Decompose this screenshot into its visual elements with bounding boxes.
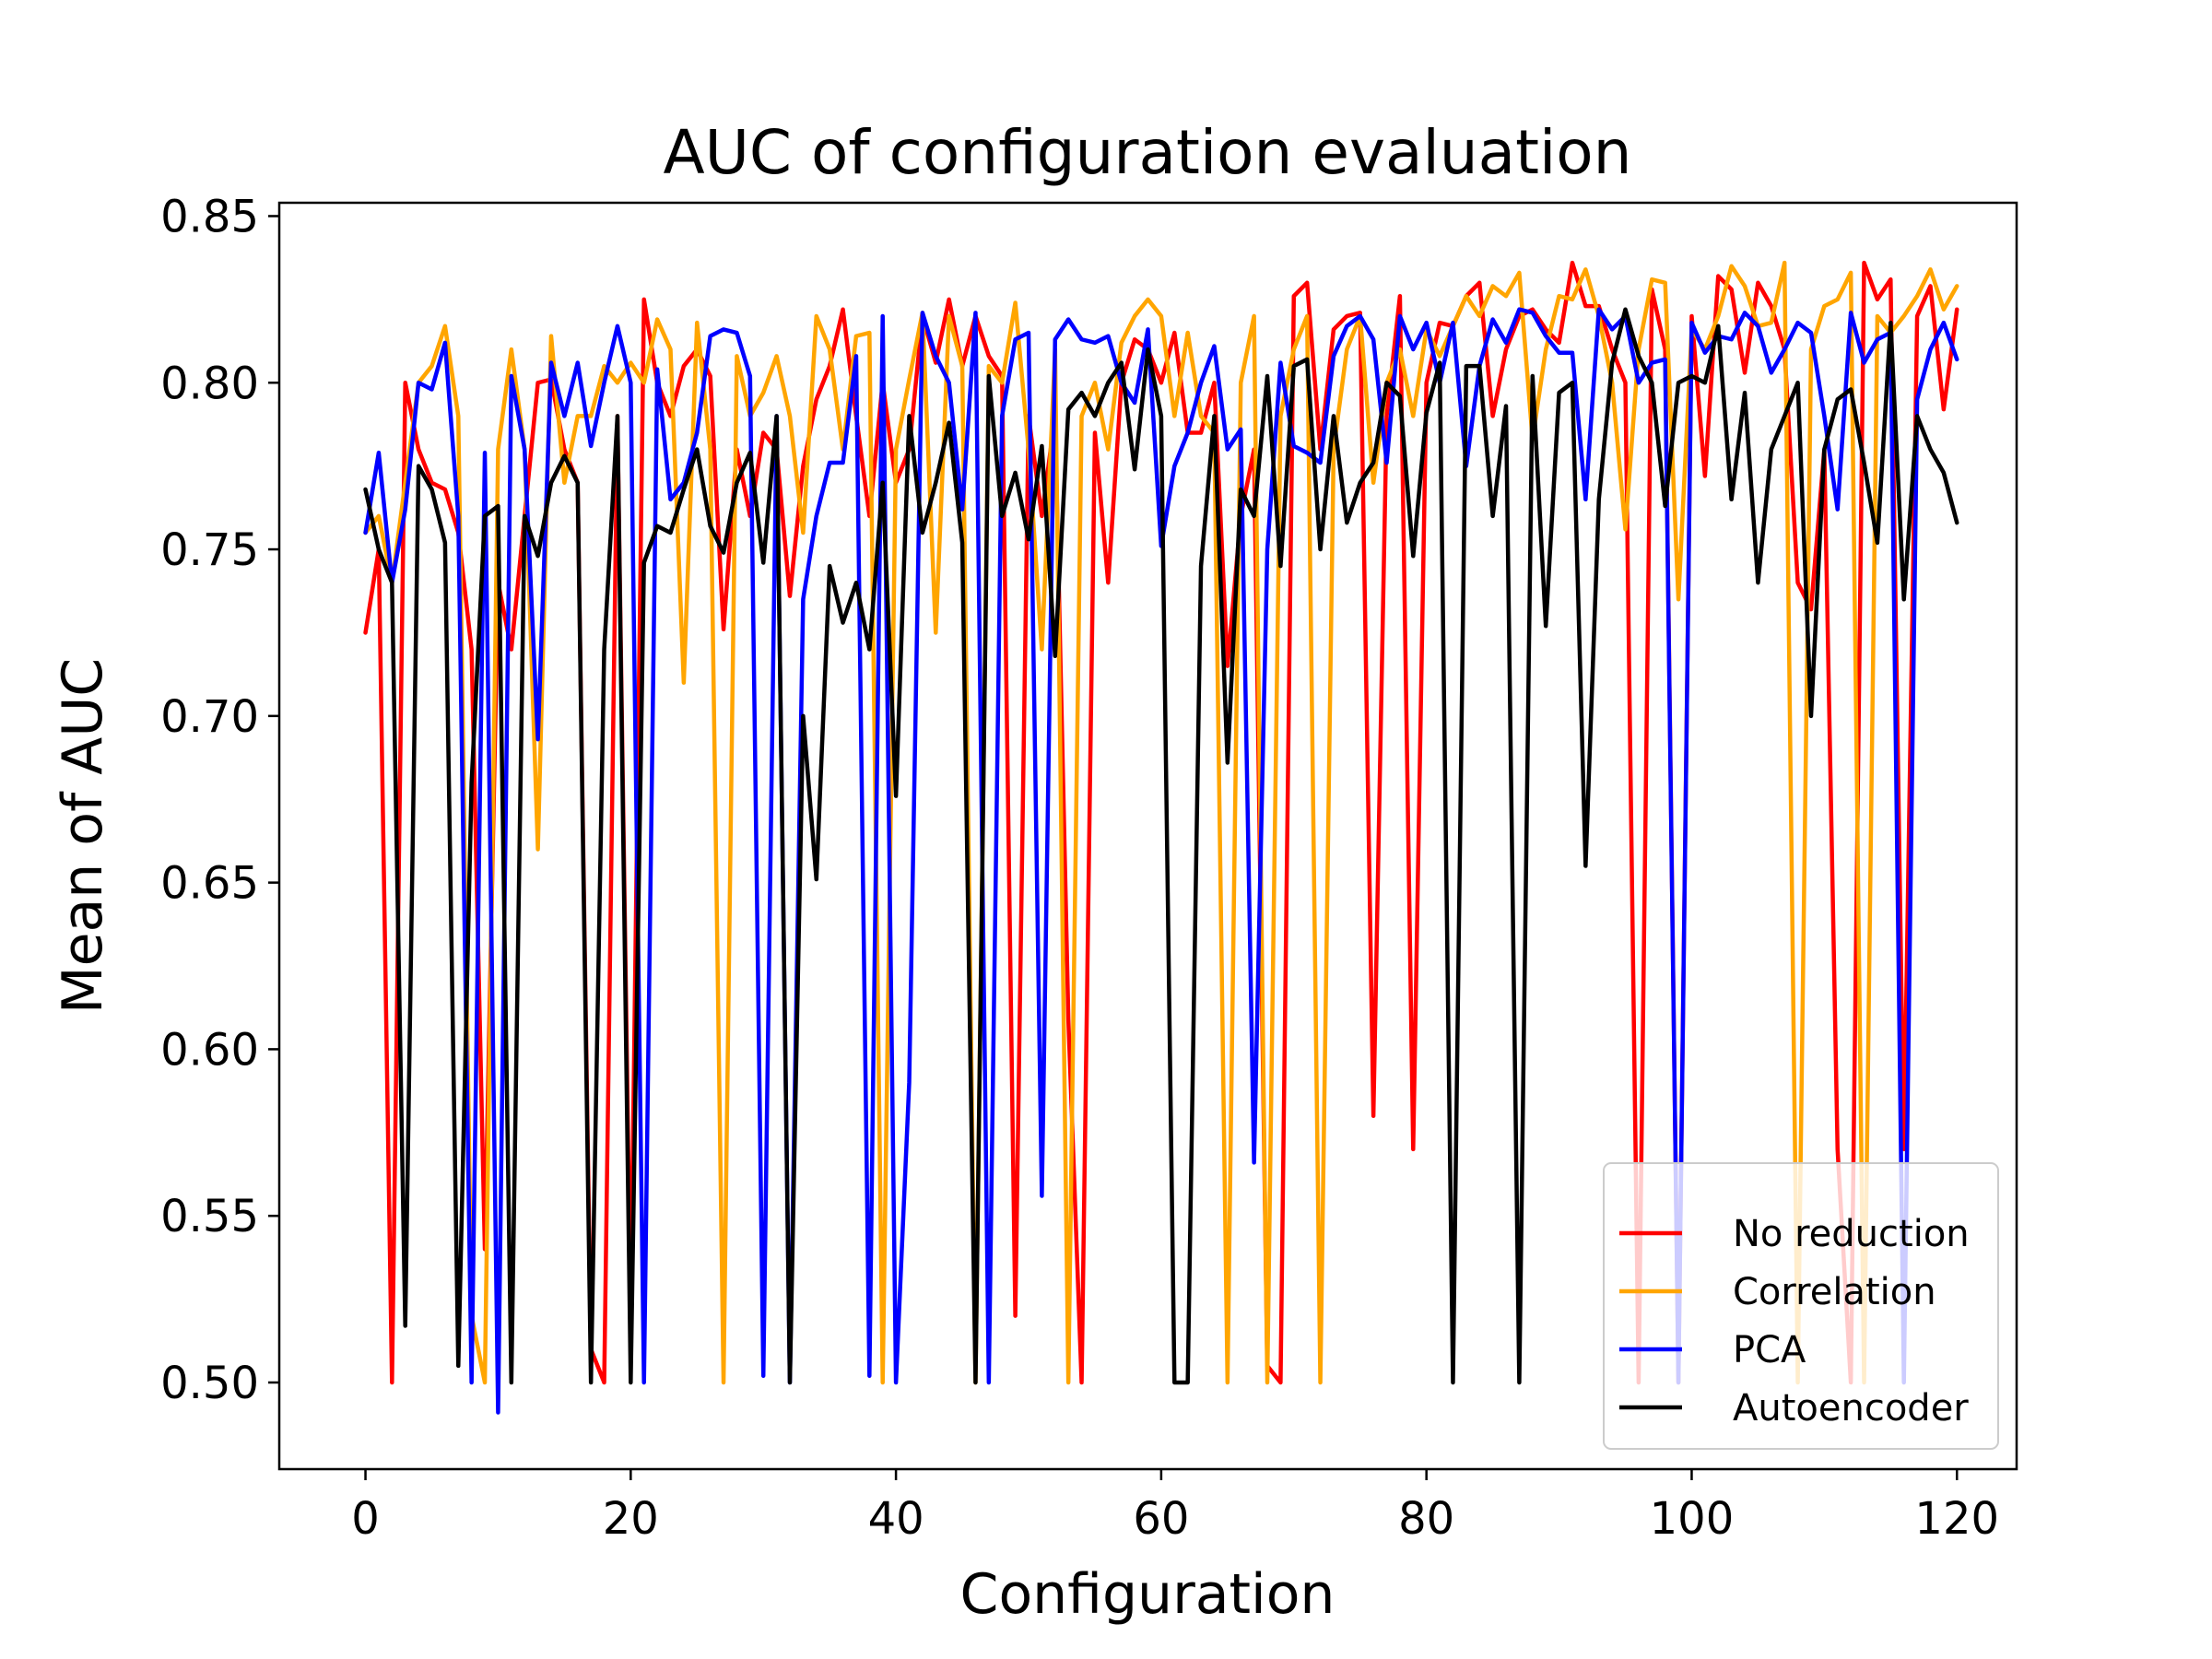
legend-box [1603,1162,1999,1450]
y-tick-label: 0.50 [160,1358,259,1409]
y-tick-label: 0.75 [160,524,259,576]
y-axis-label: Mean of AUC [51,658,115,1014]
x-tick-label: 120 [1914,1493,1999,1545]
x-axis-label: Configuration [960,1562,1335,1627]
legend-label: PCA [1733,1329,1806,1371]
series-line-autoencoder [363,307,1959,1385]
x-axis-ticks: 0 20 40 60 80 100 120 [351,1469,1999,1545]
x-tick-label: 0 [351,1493,380,1545]
series-layer [363,260,1959,1415]
x-tick-label: 60 [1133,1493,1189,1545]
x-tick-label: 40 [868,1493,924,1545]
y-tick-label: 0.85 [160,191,259,242]
y-tick-label: 0.65 [160,858,259,910]
x-tick-label: 100 [1650,1493,1735,1545]
legend: No reduction Correlation PCA Autoencoder [1603,1162,1999,1450]
y-tick-label: 0.60 [160,1024,259,1076]
legend-label: Autoencoder [1733,1387,1969,1430]
y-tick-label: 0.80 [160,358,259,409]
plot-frame [277,201,2018,1471]
x-tick-label: 20 [603,1493,659,1545]
x-tick-label: 80 [1398,1493,1454,1545]
chart-title: AUC of configuration evaluation [663,117,1631,188]
y-tick-label: 0.55 [160,1191,259,1242]
y-tick-label: 0.70 [160,691,259,743]
legend-label: Correlation [1733,1271,1936,1313]
legend-label: No reduction [1733,1213,1970,1255]
y-axis-ticks: 0.50 0.55 0.60 0.65 0.70 0.75 0.80 0.85 [160,191,279,1409]
